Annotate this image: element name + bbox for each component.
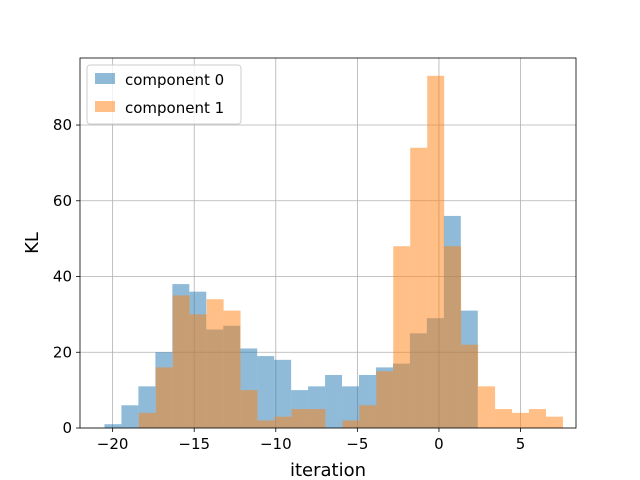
bar-component-1 (478, 386, 496, 428)
y-tick-label: 80 (53, 116, 72, 134)
legend-label-component-0: component 0 (125, 71, 224, 89)
bar-component-1 (257, 420, 275, 428)
bar-component-1 (274, 416, 292, 428)
bar-component-1 (376, 371, 394, 428)
bar-component-1 (529, 409, 546, 428)
x-tick-label: −5 (346, 435, 368, 453)
legend-swatch-component-0 (95, 73, 115, 84)
bar-component-0 (104, 424, 122, 428)
bars (104, 75, 563, 429)
y-tick-label: 40 (53, 268, 72, 286)
legend-swatch-component-1 (95, 101, 115, 112)
bar-component-1 (342, 420, 360, 428)
bar-component-1 (444, 246, 462, 428)
bar-component-1 (291, 409, 309, 428)
bar-component-0 (325, 374, 343, 428)
plot-frame (79, 57, 577, 429)
bar-component-1 (223, 310, 241, 428)
bar-component-1 (461, 344, 479, 428)
bar-component-0 (121, 405, 139, 428)
y-tick-label: 20 (53, 343, 72, 361)
bar-component-0 (274, 359, 292, 428)
bar-component-1 (155, 367, 173, 428)
bar-component-1 (410, 147, 428, 429)
legend: component 0 component 1 (86, 64, 242, 125)
y-axis-ticks: 0 20 40 60 80 (53, 116, 80, 437)
bar-component-1 (308, 409, 326, 428)
x-axis-ticks: −20 −15 −10 −5 0 5 (97, 428, 525, 453)
bar-component-1 (240, 390, 258, 428)
x-tick-label: −20 (97, 435, 129, 453)
bar-component-1 (495, 409, 513, 428)
x-axis-label: iteration (290, 460, 366, 480)
y-tick-label: 60 (53, 192, 72, 210)
bar-component-1 (206, 299, 224, 428)
bar-component-1 (427, 75, 445, 429)
bar-component-1 (512, 412, 530, 428)
x-tick-label: −15 (178, 435, 210, 453)
legend-label-component-1: component 1 (125, 99, 224, 117)
legend-frame (86, 64, 242, 125)
bar-component-1 (545, 416, 563, 428)
y-axis-label: KL (22, 232, 43, 254)
bar-component-1 (138, 412, 156, 428)
bar-component-0 (257, 356, 275, 428)
x-tick-label: 5 (516, 435, 526, 453)
bar-component-1 (189, 314, 207, 428)
x-tick-label: 0 (434, 435, 444, 453)
bar-component-1 (393, 246, 411, 428)
bar-component-0 (342, 386, 359, 428)
bar-component-1 (359, 405, 377, 428)
x-tick-label: −10 (260, 435, 292, 453)
bar-component-1 (172, 295, 190, 428)
y-tick-label: 0 (62, 419, 72, 437)
